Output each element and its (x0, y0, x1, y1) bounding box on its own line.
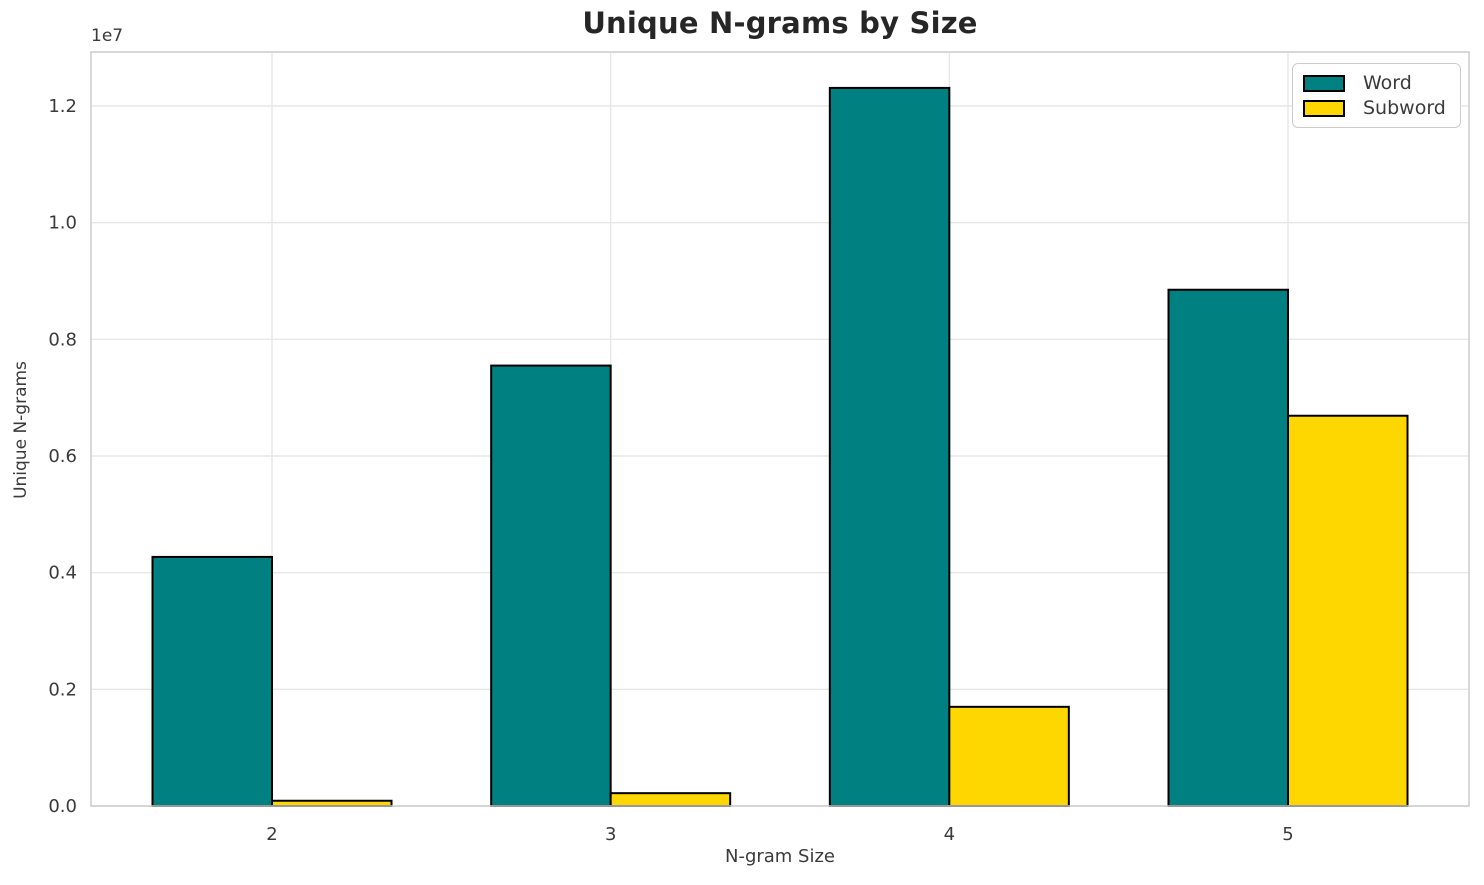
bar-subword-2 (271, 799, 393, 807)
legend: Word Subword (1292, 63, 1461, 128)
legend-swatch-word (1303, 74, 1345, 92)
x-tick-label: 4 (944, 824, 955, 845)
y-axis-label: Unique N-grams (11, 361, 31, 499)
y-axis-offset-label: 1e7 (91, 26, 124, 46)
plot-border (90, 51, 1470, 807)
bar-subword-4 (948, 705, 1070, 807)
legend-item-subword: Subword (1303, 96, 1450, 120)
chart-title: Unique N-grams by Size (582, 6, 978, 40)
x-tick-label: 5 (1282, 824, 1293, 845)
bar-subword-3 (609, 792, 732, 808)
y-tick-label: 0.6 (48, 446, 77, 467)
bar-subword-5 (1287, 414, 1409, 807)
bar-word-2 (151, 555, 273, 808)
legend-label: Word (1363, 72, 1412, 94)
x-axis-label: N-gram Size (724, 846, 836, 867)
x-tick-label: 3 (605, 824, 616, 845)
bar-word-3 (490, 364, 612, 807)
bar-word-4 (828, 86, 951, 807)
y-tick-label: 1.0 (48, 213, 77, 234)
y-tick-label: 0.2 (48, 679, 77, 700)
y-tick-label: 1.2 (48, 96, 77, 117)
y-tick-label: 0.4 (48, 563, 77, 584)
bar-word-5 (1167, 288, 1290, 807)
legend-label: Subword (1363, 97, 1446, 119)
x-tick-label: 2 (266, 824, 277, 845)
legend-swatch-subword (1303, 99, 1345, 117)
legend-item-word: Word (1303, 71, 1450, 95)
y-tick-label: 0.8 (48, 329, 77, 350)
y-tick-label: 0.0 (48, 796, 77, 817)
